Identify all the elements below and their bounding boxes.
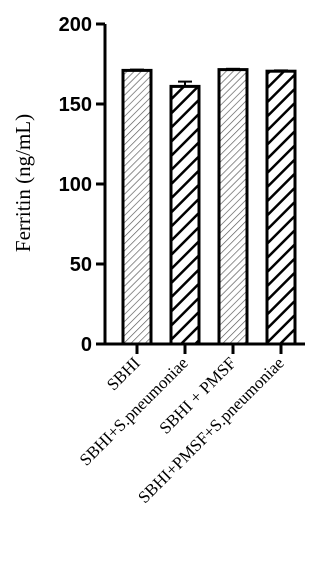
y-tick-label: 100 [59, 174, 92, 196]
y-tick-label: 50 [70, 254, 92, 276]
y-tick-label: 150 [59, 94, 92, 116]
category-label: SBHI [103, 353, 144, 394]
y-tick-label: 200 [59, 14, 92, 36]
y-axis-title: Ferritin (ng/mL) [11, 114, 35, 252]
bar [217, 68, 249, 346]
bar [265, 69, 297, 346]
y-tick-label: 0 [81, 334, 92, 356]
bar [121, 68, 153, 346]
bar [169, 84, 201, 346]
